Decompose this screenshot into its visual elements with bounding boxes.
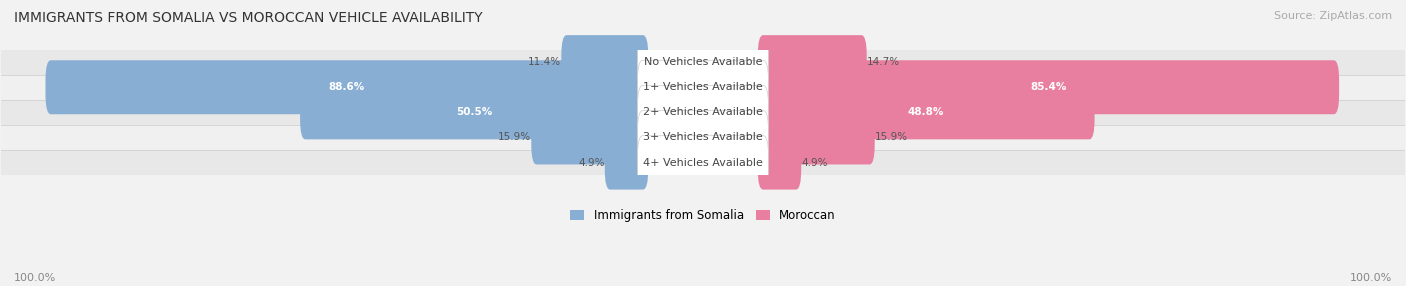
FancyBboxPatch shape — [637, 136, 769, 190]
Text: 50.5%: 50.5% — [456, 107, 492, 117]
FancyBboxPatch shape — [758, 35, 866, 89]
Bar — [1, 125, 1405, 150]
Bar — [1, 49, 1405, 75]
Text: 15.9%: 15.9% — [875, 132, 908, 142]
Bar — [1, 100, 1405, 125]
FancyBboxPatch shape — [561, 35, 648, 89]
Bar — [1, 150, 1405, 175]
FancyBboxPatch shape — [637, 35, 769, 89]
FancyBboxPatch shape — [299, 86, 648, 139]
FancyBboxPatch shape — [758, 60, 1339, 114]
Text: 88.6%: 88.6% — [329, 82, 366, 92]
Legend: Immigrants from Somalia, Moroccan: Immigrants from Somalia, Moroccan — [569, 209, 837, 222]
Text: 100.0%: 100.0% — [1350, 273, 1392, 283]
Text: 1+ Vehicles Available: 1+ Vehicles Available — [643, 82, 763, 92]
FancyBboxPatch shape — [758, 136, 801, 190]
FancyBboxPatch shape — [637, 86, 769, 139]
Text: IMMIGRANTS FROM SOMALIA VS MOROCCAN VEHICLE AVAILABILITY: IMMIGRANTS FROM SOMALIA VS MOROCCAN VEHI… — [14, 11, 482, 25]
Text: No Vehicles Available: No Vehicles Available — [644, 57, 762, 67]
FancyBboxPatch shape — [531, 110, 648, 164]
Text: 85.4%: 85.4% — [1031, 82, 1067, 92]
Text: 3+ Vehicles Available: 3+ Vehicles Available — [643, 132, 763, 142]
Bar — [1, 75, 1405, 100]
Text: 11.4%: 11.4% — [529, 57, 561, 67]
Text: 2+ Vehicles Available: 2+ Vehicles Available — [643, 107, 763, 117]
FancyBboxPatch shape — [45, 60, 648, 114]
Text: 15.9%: 15.9% — [498, 132, 531, 142]
FancyBboxPatch shape — [637, 110, 769, 164]
FancyBboxPatch shape — [758, 110, 875, 164]
Text: 4+ Vehicles Available: 4+ Vehicles Available — [643, 158, 763, 168]
FancyBboxPatch shape — [605, 136, 648, 190]
Text: 48.8%: 48.8% — [908, 107, 945, 117]
Text: 4.9%: 4.9% — [578, 158, 605, 168]
Text: 14.7%: 14.7% — [866, 57, 900, 67]
FancyBboxPatch shape — [758, 86, 1094, 139]
FancyBboxPatch shape — [637, 60, 769, 114]
Text: Source: ZipAtlas.com: Source: ZipAtlas.com — [1274, 11, 1392, 21]
Text: 4.9%: 4.9% — [801, 158, 828, 168]
Text: 100.0%: 100.0% — [14, 273, 56, 283]
